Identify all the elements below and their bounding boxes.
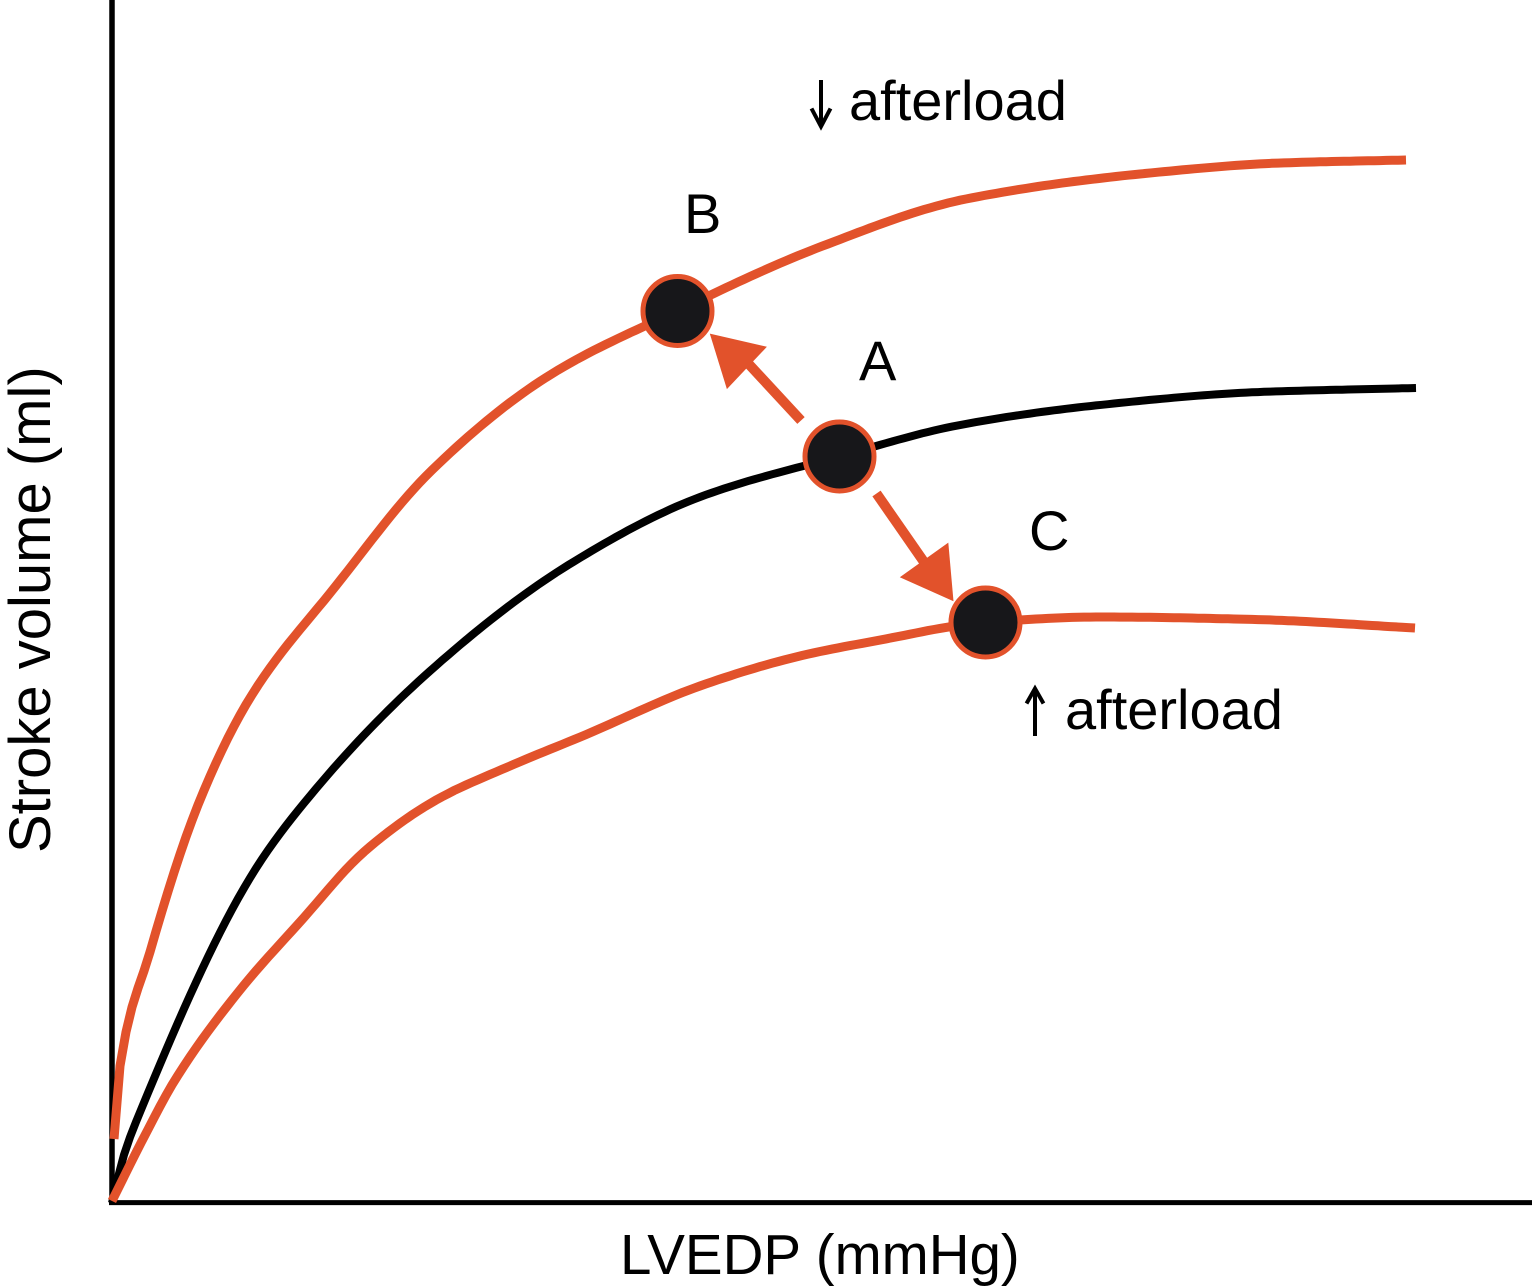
svg-text:B: B bbox=[684, 182, 721, 245]
svg-text:A: A bbox=[859, 329, 897, 392]
svg-text:Stroke volume (ml): Stroke volume (ml) bbox=[0, 366, 63, 853]
svg-text:afterload: afterload bbox=[849, 69, 1067, 132]
svg-text:LVEDP (mmHg): LVEDP (mmHg) bbox=[620, 1223, 1020, 1286]
svg-text:C: C bbox=[1029, 499, 1069, 562]
svg-text:afterload: afterload bbox=[1065, 678, 1283, 741]
